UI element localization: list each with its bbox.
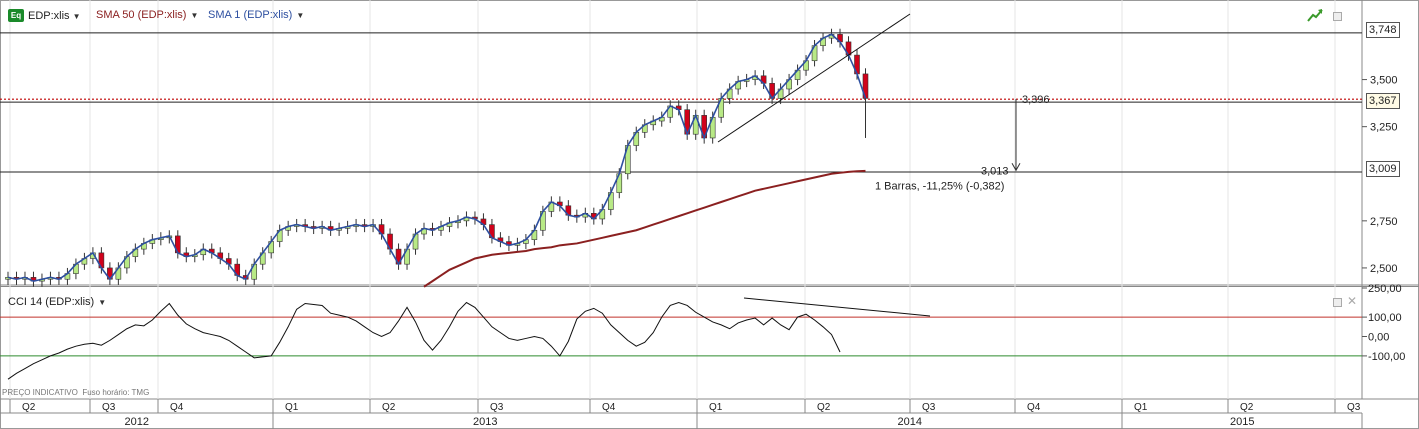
- chevron-down-icon[interactable]: ▼: [72, 11, 81, 21]
- quarter-label: Q3: [490, 402, 504, 413]
- quarter-label: Q1: [709, 402, 723, 413]
- sma1-legend[interactable]: SMA 1 (EDP:xlis) ▼: [208, 9, 304, 21]
- cci-tick-label: -100,00: [1368, 351, 1405, 363]
- year-label: 2015: [1230, 416, 1254, 428]
- chevron-down-icon[interactable]: ▼: [190, 10, 199, 20]
- year-label: 2012: [125, 416, 149, 428]
- year-label: 2013: [473, 416, 497, 428]
- footer-notes: PREÇO INDICATIVO Fuso horário: TMG: [2, 388, 149, 397]
- quarter-label: Q1: [1134, 402, 1148, 413]
- sma50-legend[interactable]: SMA 50 (EDP:xlis) ▼: [96, 9, 198, 21]
- measure-text: 1 Barras, -11,25% (-0,382): [875, 180, 1004, 192]
- cci-legend[interactable]: CCI 14 (EDP:xlis) ▼: [8, 296, 106, 308]
- timezone-note: Fuso horário: TMG: [82, 388, 150, 397]
- trend-line: [717, 13, 911, 143]
- sma1-line: [7, 33, 867, 282]
- cci-divergence-line: [743, 297, 931, 317]
- year-label: 2014: [898, 416, 922, 428]
- quarter-label: Q3: [1347, 402, 1361, 413]
- sma50-label: SMA 50 (EDP:xlis): [96, 9, 187, 21]
- price-tick-label: 2,500: [1370, 263, 1398, 275]
- symbol-label: EDP:xlis: [28, 9, 70, 22]
- quarter-label: Q3: [922, 402, 936, 413]
- measure-from-label: 3,396: [1022, 94, 1050, 106]
- trend-icon[interactable]: [1307, 8, 1323, 22]
- cci-tick-label: 100,00: [1368, 312, 1402, 324]
- price-tick-label: 3,250: [1370, 122, 1398, 134]
- cci-tick-label: 250,00: [1368, 283, 1402, 295]
- cci-line: [7, 301, 841, 380]
- chevron-down-icon[interactable]: ▼: [296, 10, 305, 20]
- legend-bar: Eq EDP:xlis ▼: [8, 9, 81, 22]
- symbol-selector[interactable]: EDP:xlis ▼: [28, 10, 81, 22]
- price-tick-label: 3,500: [1370, 75, 1398, 87]
- quarter-label: Q2: [817, 402, 831, 413]
- quarter-label: Q4: [170, 402, 184, 413]
- maximize-icon[interactable]: [1333, 12, 1342, 21]
- measure-arrowhead: [1011, 163, 1021, 172]
- indicative-price-note: PREÇO INDICATIVO: [2, 388, 78, 397]
- price-tick-label: 2,750: [1370, 216, 1398, 228]
- chevron-down-icon[interactable]: ▼: [98, 297, 107, 307]
- quarter-label: Q3: [102, 402, 116, 413]
- quarter-label: Q2: [382, 402, 396, 413]
- cci-label: CCI 14 (EDP:xlis): [8, 296, 95, 308]
- quarter-label: Q4: [602, 402, 616, 413]
- maximize-icon[interactable]: [1333, 298, 1342, 307]
- price-label-low: 3,009: [1366, 161, 1400, 177]
- measure-to-label: 3,013: [981, 165, 1009, 177]
- quarter-label: Q4: [1027, 402, 1041, 413]
- quarter-label: Q2: [1240, 402, 1254, 413]
- cci-tick-label: 0,00: [1368, 332, 1389, 344]
- sma1-label: SMA 1 (EDP:xlis): [208, 9, 293, 21]
- quarter-label: Q1: [285, 402, 299, 413]
- equity-icon: Eq: [8, 9, 24, 22]
- sma50-line: [423, 169, 866, 288]
- price-label-high: 3,748: [1366, 22, 1400, 38]
- close-icon[interactable]: ✕: [1347, 294, 1358, 308]
- price-label-current: 3,367: [1366, 93, 1400, 109]
- quarter-label: Q2: [22, 402, 36, 413]
